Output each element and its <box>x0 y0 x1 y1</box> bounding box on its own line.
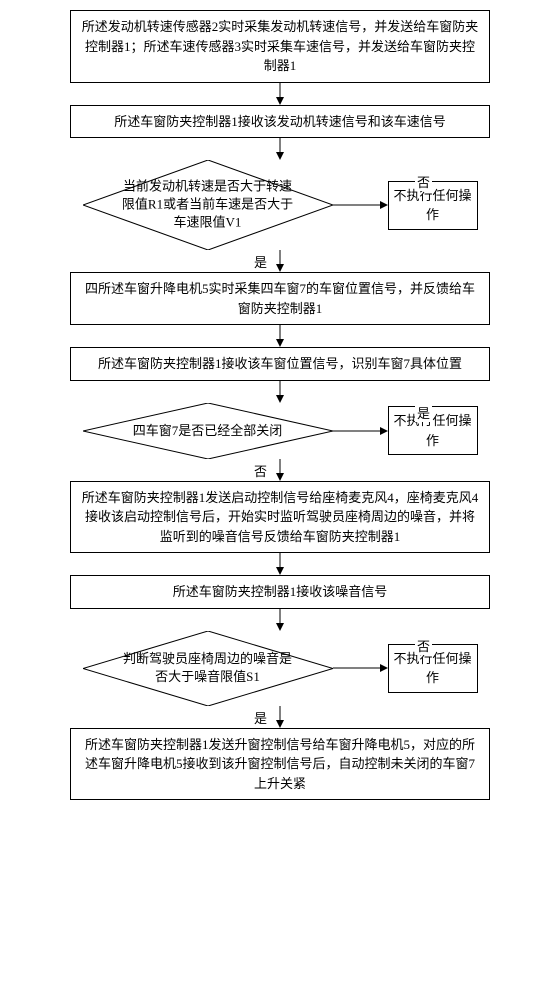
decision-3: 判断驾驶员座椅周边的噪音是否大于噪音限值S1 <box>83 631 333 706</box>
decision-2: 四车窗7是否已经全部关闭 <box>83 403 333 459</box>
arrow-down-icon <box>274 553 286 575</box>
arrow-right-icon <box>333 199 388 211</box>
decision-2-text: 四车窗7是否已经全部关闭 <box>120 421 295 439</box>
label-yes: 是 <box>252 708 269 727</box>
step-5: 所述车窗防夹控制器1发送启动控制信号给座椅麦克风4，座椅麦克风4接收该启动控制信… <box>70 481 490 554</box>
step-2: 所述车窗防夹控制器1接收该发动机转速信号和该车速信号 <box>70 105 490 139</box>
arrow-right-icon <box>333 662 388 674</box>
arrow-down-icon <box>274 609 286 631</box>
arrow-down-icon <box>274 83 286 105</box>
decision-1-text: 当前发动机转速是否大于转速限值R1或者当前车速是否大于车速限值V1 <box>120 178 295 233</box>
label-yes: 是 <box>415 403 432 422</box>
label-no: 否 <box>415 172 432 191</box>
label-yes: 是 <box>252 252 269 271</box>
decision-3-text: 判断驾驶员座椅周边的噪音是否大于噪音限值S1 <box>120 650 295 686</box>
decision-3-row: 判断驾驶员座椅周边的噪音是否大于噪音限值S1 不执行任何操作 否 <box>10 631 550 706</box>
arrow-down-icon <box>274 250 286 272</box>
decision-2-row: 四车窗7是否已经全部关闭 不执行任何操作 是 <box>10 403 550 459</box>
arrow-down-icon <box>274 325 286 347</box>
step-6: 所述车窗防夹控制器1接收该噪音信号 <box>70 575 490 609</box>
arrow-down-icon <box>274 459 286 481</box>
label-no: 否 <box>415 636 432 655</box>
step-4: 所述车窗防夹控制器1接收该车窗位置信号，识别车窗7具体位置 <box>70 347 490 381</box>
arrow-down-icon <box>274 706 286 728</box>
step-1: 所述发动机转速传感器2实时采集发动机转速信号，并发送给车窗防夹控制器1；所述车速… <box>70 10 490 83</box>
decision-1-row: 当前发动机转速是否大于转速限值R1或者当前车速是否大于车速限值V1 不执行任何操… <box>10 160 550 250</box>
step-7: 所述车窗防夹控制器1发送升窗控制信号给车窗升降电机5，对应的所述车窗升降电机5接… <box>70 728 490 801</box>
arrow-down-icon <box>274 381 286 403</box>
step-3: 四所述车窗升降电机5实时采集四车窗7的车窗位置信号，并反馈给车窗防夹控制器1 <box>70 272 490 325</box>
arrow-down-icon <box>274 138 286 160</box>
noop-2: 不执行任何操作 <box>388 406 478 455</box>
noop-3: 不执行任何操作 <box>388 644 478 693</box>
label-no: 否 <box>252 461 269 480</box>
noop-1: 不执行任何操作 <box>388 181 478 230</box>
arrow-right-icon <box>333 425 388 437</box>
decision-1: 当前发动机转速是否大于转速限值R1或者当前车速是否大于车速限值V1 <box>83 160 333 250</box>
